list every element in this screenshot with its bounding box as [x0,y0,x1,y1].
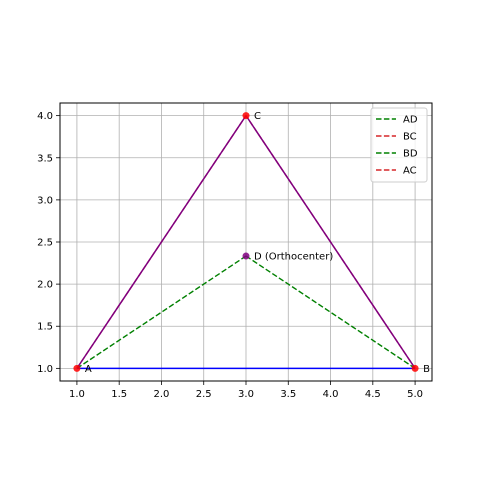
x-axis-ticks: 1.0 1.5 2.0 2.5 3.0 3.5 4.0 4.5 5.0 [69,381,423,400]
y-tick-label: 1.0 [37,364,53,375]
legend-label-bd: BD [403,149,418,160]
x-tick-label: 3.5 [280,389,296,400]
y-tick-label: 2.5 [37,238,53,249]
y-tick-label: 2.0 [37,280,53,291]
series-line-ad [76,255,247,369]
legend-label-ad: AD [403,115,418,126]
data-markers [73,112,419,372]
plot-area: A BCD (Orthocenter) 1.0 1.5 2.0 2.5 3.0 3.5 4.0… [37,102,433,400]
point-label-c: C [254,111,261,122]
point-label-b: B [423,364,430,375]
legend-label-ac: AC [403,166,417,177]
point-marker-a [73,364,81,372]
triangle-side-bc [245,115,416,369]
x-tick-label: 4.5 [365,389,381,400]
x-tick-label: 3.0 [238,389,254,400]
x-tick-label: 2.5 [196,389,212,400]
y-tick-label: 3.0 [37,195,53,206]
y-axis-ticks: 1.0 1.5 2.0 2.5 3.0 3.5 4.0 [37,111,60,375]
point-marker-c [242,112,250,120]
legend: AD BC BD AC [370,107,428,183]
data-lines [76,115,416,370]
legend-label-bc: BC [403,132,417,143]
series-line-bd [245,255,416,369]
x-tick-label: 1.5 [111,389,127,400]
x-tick-label: 2.0 [154,389,170,400]
y-tick-label: 4.0 [37,111,53,122]
y-tick-label: 3.5 [37,153,53,164]
point-label-a: A [85,364,92,375]
triangle-side-ac [76,115,247,369]
point-marker-b [411,364,419,372]
point-label-d: D (Orthocenter) [254,252,333,263]
point-labels: A BCD (Orthocenter) [85,111,430,375]
point-marker-d [242,252,250,260]
y-tick-label: 1.5 [37,322,53,333]
x-tick-label: 1.0 [69,389,85,400]
legend-frame [370,107,428,183]
x-tick-label: 4.0 [323,389,339,400]
x-tick-label: 5.0 [407,389,423,400]
